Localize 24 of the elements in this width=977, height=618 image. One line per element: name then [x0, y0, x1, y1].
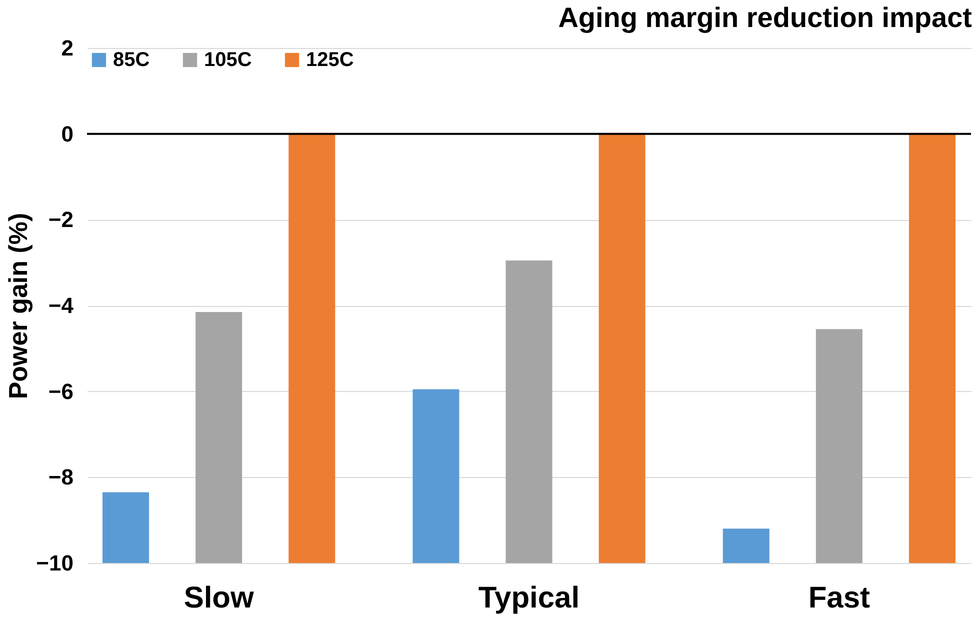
legend-label: 105C: [204, 49, 252, 71]
bar: [598, 134, 646, 563]
y-tick-label: −8: [48, 464, 74, 490]
bar: [412, 389, 460, 563]
legend-label: 85C: [113, 49, 150, 71]
y-tick-label: −4: [48, 293, 74, 318]
x-tick-label: Fast: [808, 582, 870, 614]
y-axis-title: Power gain (%): [3, 212, 34, 400]
bar: [288, 134, 336, 563]
x-tick-label: Typical: [478, 582, 580, 614]
bar: [506, 260, 552, 563]
bar: [722, 528, 770, 563]
y-tick-label: 2: [61, 36, 74, 60]
y-tick-label: −2: [48, 207, 74, 232]
bar: [102, 492, 150, 563]
bar: [908, 134, 956, 563]
bar: [196, 312, 242, 563]
y-tick-label: −6: [48, 378, 74, 404]
x-tick-label: Slow: [184, 582, 254, 614]
y-tick-label: −10: [36, 550, 74, 576]
legend-label: 125C: [306, 49, 354, 71]
chart-title: Aging margin reduction impact: [558, 2, 972, 33]
bar: [816, 329, 862, 563]
y-tick-label: 0: [61, 121, 74, 146]
